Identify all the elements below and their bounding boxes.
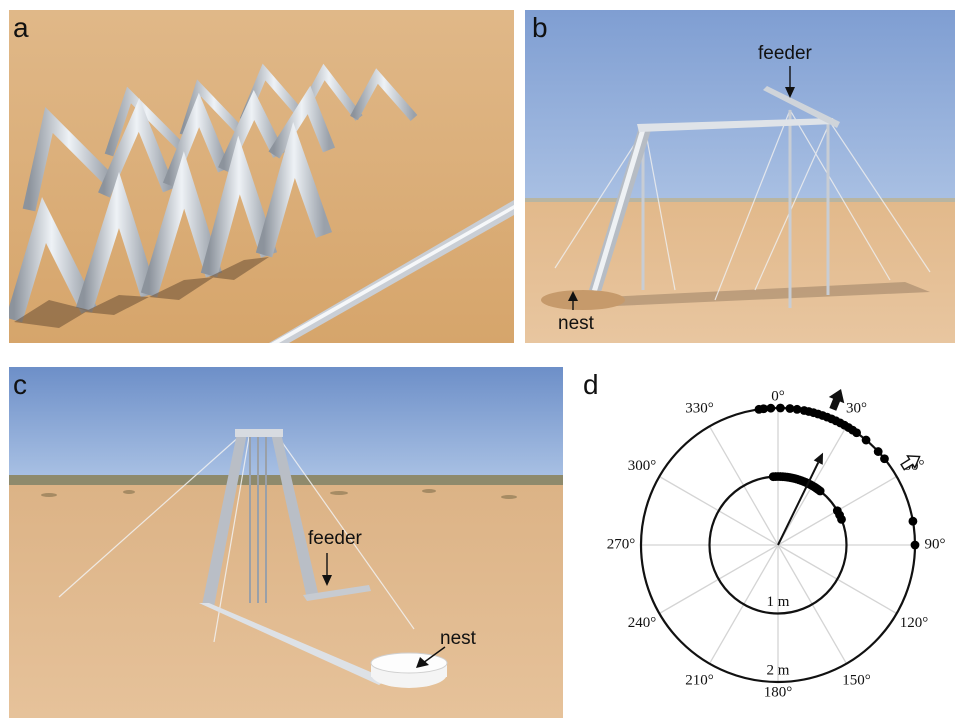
panel-letter-d: d	[583, 369, 599, 400]
point-2m-5	[792, 404, 802, 414]
radius-label-1m: 1 m	[767, 594, 790, 610]
point-1m-24	[837, 514, 846, 524]
point-2m-20	[873, 447, 883, 456]
angle-label-240: 240°	[628, 615, 657, 631]
point-2m-2	[766, 403, 776, 413]
feeder-label-c: feeder	[308, 528, 362, 549]
direction-arrows	[828, 389, 921, 471]
angle-label-210: 210°	[685, 672, 714, 688]
nest-label-b: nest	[558, 313, 594, 334]
angle-label-180: 180°	[764, 684, 793, 700]
panel-letter-b: b	[532, 12, 548, 43]
angle-label-30: 30°	[846, 400, 867, 416]
angle-label-330: 330°	[685, 400, 714, 416]
tower-apparatus-photo	[9, 367, 563, 718]
panel-b-photo	[525, 10, 955, 343]
angle-label-270: 270°	[607, 536, 636, 552]
panel-a-photo	[9, 10, 514, 343]
point-2m-22	[908, 516, 918, 526]
filled-direction-arrow	[828, 389, 845, 411]
elevated-ladder-photo	[525, 10, 955, 343]
point-2m-19	[861, 435, 871, 445]
nest-label-c: nest	[440, 628, 476, 649]
polar-chart: 0°30°60°90°120°150°180°210°240°270°300°3…	[607, 388, 946, 700]
feeder-label-b: feeder	[758, 43, 812, 64]
open-direction-arrow	[900, 455, 921, 471]
channel-array-photo	[9, 10, 514, 343]
mean-vector-line	[777, 462, 820, 546]
panel-letter-c: c	[13, 369, 27, 400]
point-2m-3	[775, 403, 785, 413]
panel-letter-a: a	[13, 12, 29, 43]
angle-label-120: 120°	[900, 615, 929, 631]
panel-c-photo	[9, 367, 563, 718]
point-1m-21	[815, 486, 825, 496]
angle-label-0: 0°	[771, 388, 785, 404]
point-2m-18	[852, 428, 861, 438]
point-2m-4	[785, 404, 795, 413]
angle-label-90: 90°	[925, 536, 946, 552]
point-2m-1	[759, 404, 769, 414]
point-2m-21	[880, 454, 889, 464]
angle-labels: 0°30°60°90°120°150°180°210°240°270°300°3…	[607, 388, 946, 700]
point-2m-23	[910, 540, 920, 550]
data-points	[754, 403, 920, 550]
angle-label-300: 300°	[628, 458, 657, 474]
angle-label-150: 150°	[842, 672, 871, 688]
mean-vector-head	[813, 452, 824, 465]
mean-vector	[777, 452, 824, 546]
radius-label-2m: 2 m	[767, 662, 790, 678]
